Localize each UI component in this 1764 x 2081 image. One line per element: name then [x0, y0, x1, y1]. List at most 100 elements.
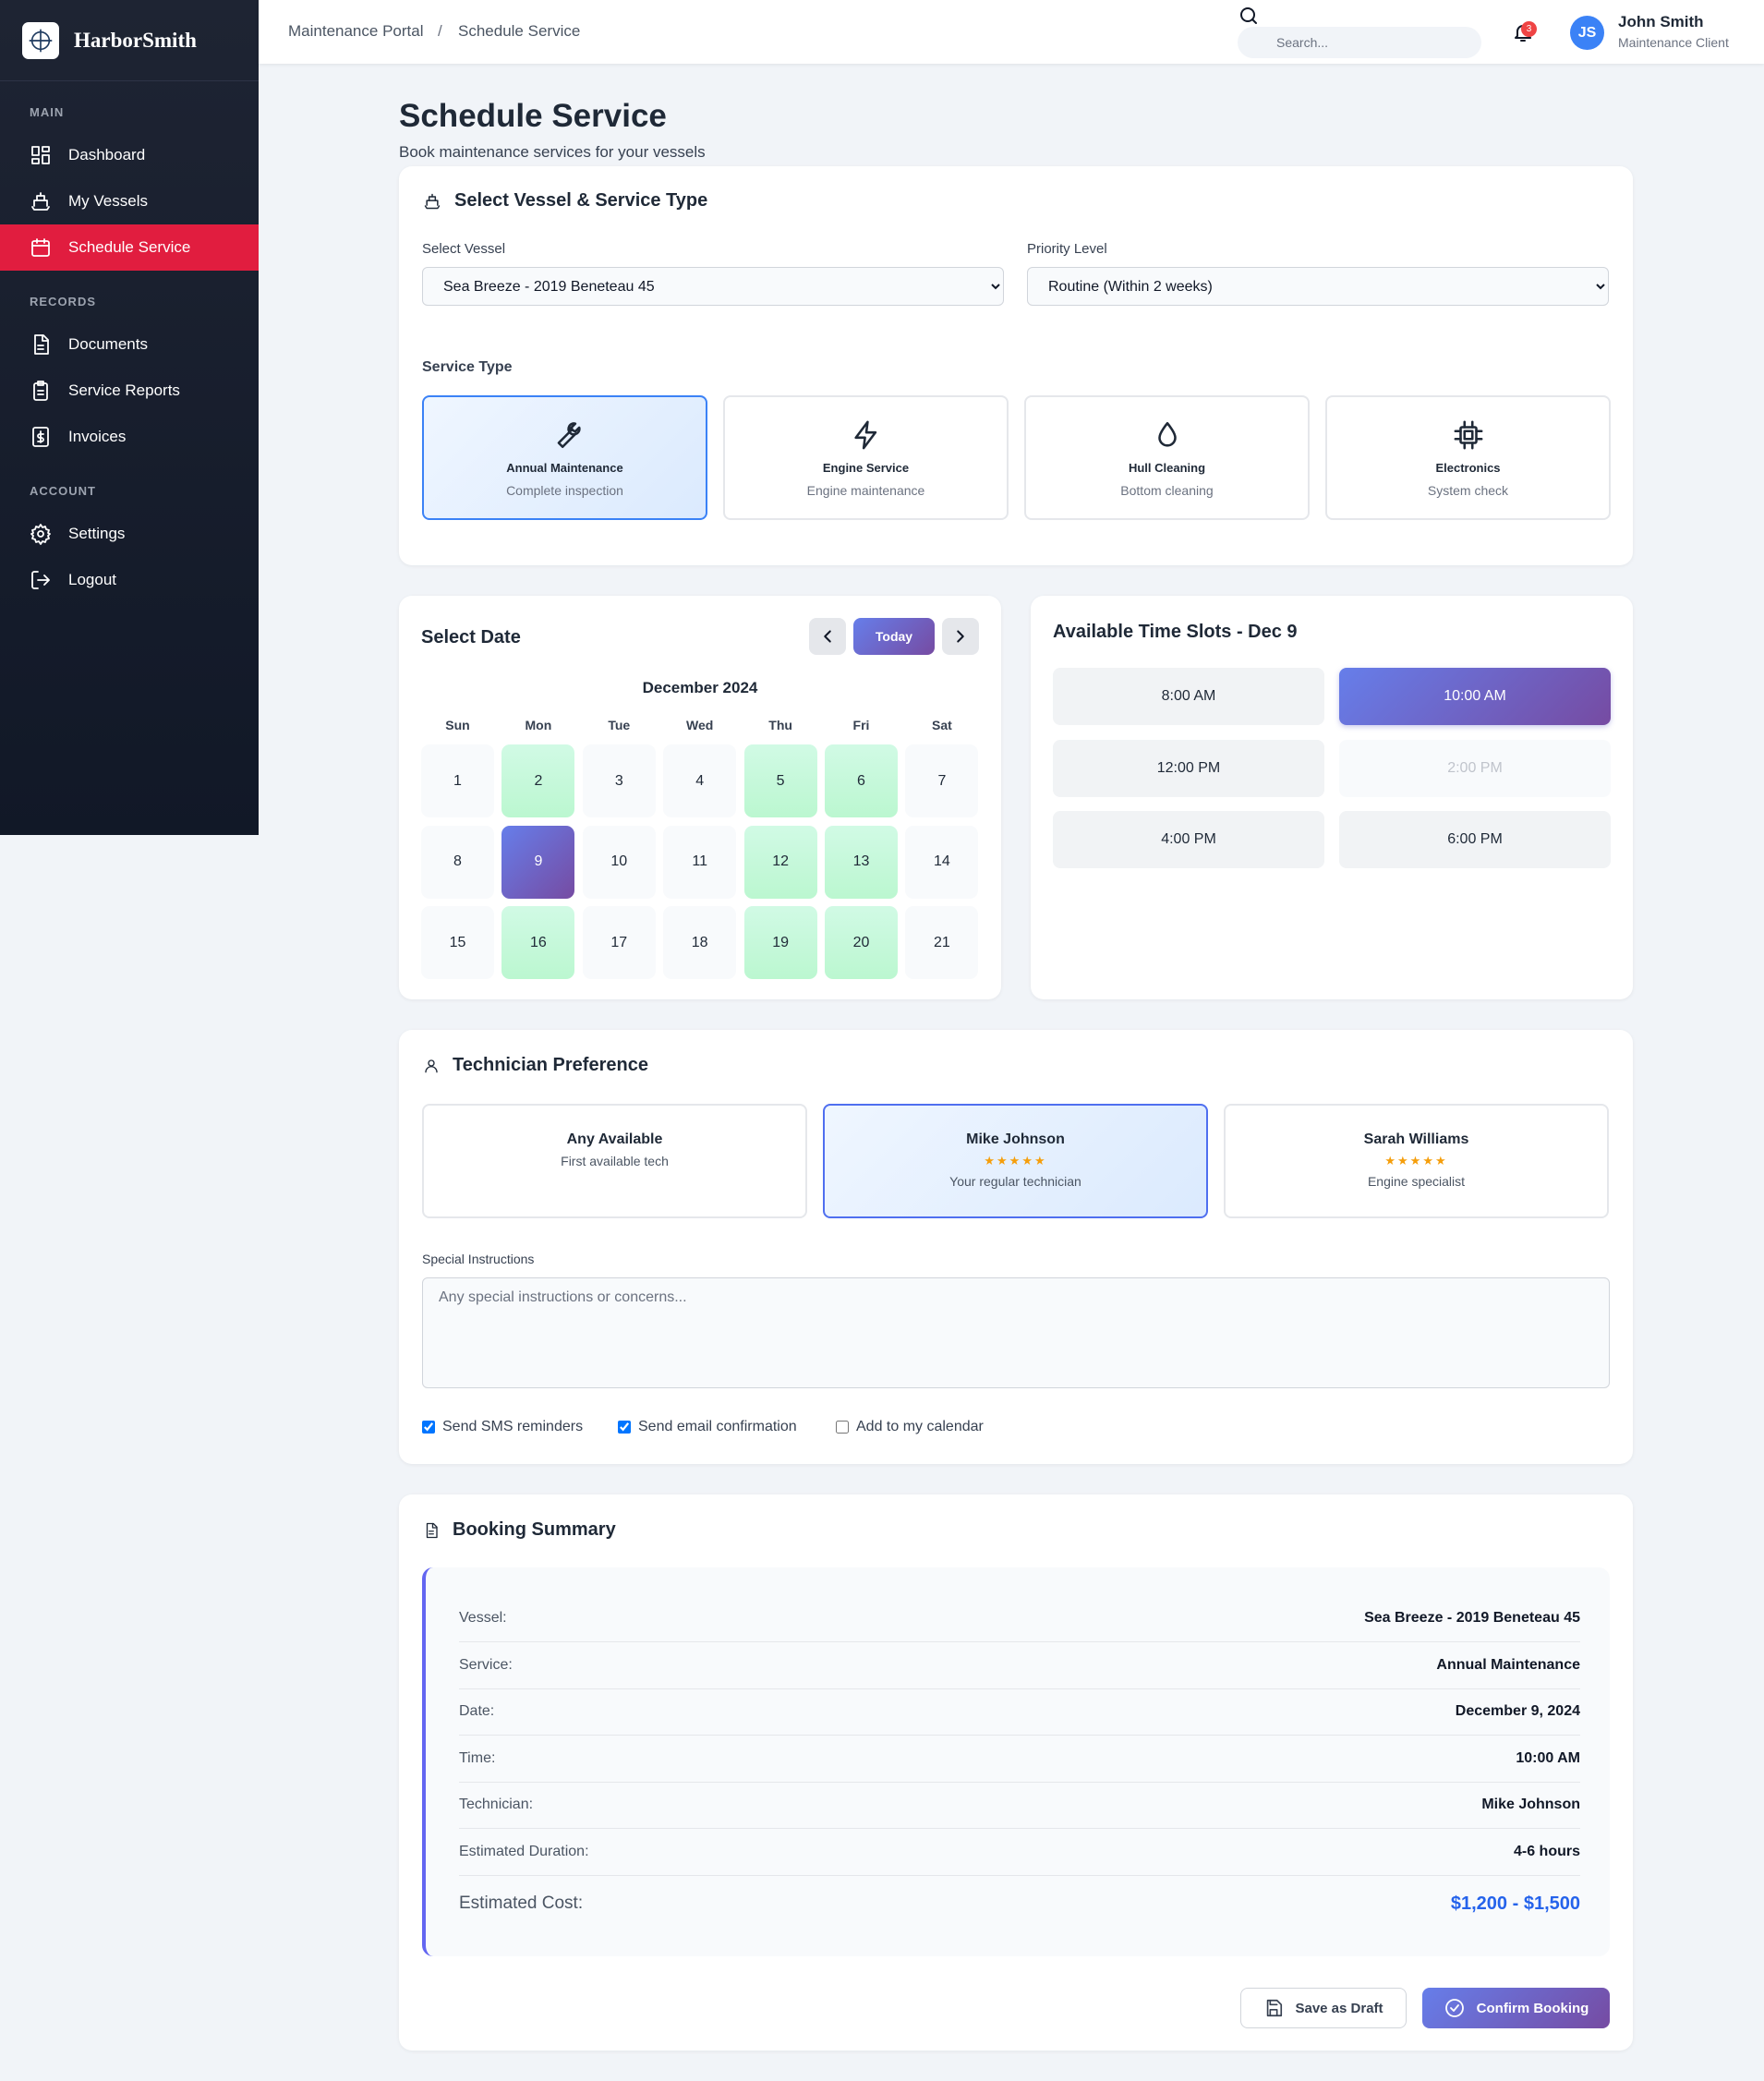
weekday-label: Sun — [445, 718, 470, 732]
nav-label: Logout — [68, 571, 116, 588]
prev-month-button[interactable] — [809, 618, 846, 655]
nav-item[interactable]: My Vessels — [0, 178, 259, 224]
service-name: Hull Cleaning — [1128, 461, 1206, 475]
search-icon — [1238, 5, 1260, 27]
checkbox[interactable] — [422, 1421, 435, 1434]
calendar-day[interactable]: 21 — [905, 906, 979, 979]
calendar-day[interactable]: 10 — [582, 825, 656, 899]
summary-label: Service: — [459, 1656, 513, 1673]
calendar-day[interactable]: 12 — [743, 825, 817, 899]
technician-name: Any Available — [566, 1131, 663, 1147]
card-title: Booking Summary — [423, 1519, 616, 1541]
weekday-label: Fri — [852, 718, 870, 732]
nav-item[interactable]: Invoices — [0, 414, 259, 460]
calendar-day[interactable]: 15 — [421, 906, 494, 979]
user-name: John Smith — [1618, 13, 1704, 30]
calendar-day[interactable]: 18 — [663, 906, 737, 979]
service-desc: Bottom cleaning — [1120, 483, 1214, 498]
checkbox-option[interactable]: Send SMS reminders — [422, 1419, 583, 1435]
calendar-day[interactable]: 17 — [582, 906, 656, 979]
calendar-day[interactable]: 11 — [663, 825, 737, 899]
weekday-label: Mon — [525, 718, 552, 732]
card-title-text: Technician Preference — [453, 1055, 648, 1075]
nav-item[interactable]: Documents — [0, 321, 259, 368]
technician-option[interactable]: Mike Johnson ★★★★★ Your regular technician — [823, 1104, 1208, 1218]
checkbox[interactable] — [618, 1421, 631, 1434]
checkbox-option[interactable]: Send email confirmation — [618, 1419, 797, 1435]
brand: HarborSmith — [0, 0, 259, 81]
summary-row: Service: Annual Maintenance — [459, 1642, 1580, 1689]
priority-select[interactable]: Routine (Within 2 weeks) — [1027, 267, 1609, 306]
button-label: Save as Draft — [1295, 2000, 1383, 2016]
summary-row: Vessel: Sea Breeze - 2019 Beneteau 45 — [459, 1595, 1580, 1642]
nav-label: Dashboard — [68, 146, 146, 163]
topbar: Maintenance Portal / Schedule Service Searc… — [259, 0, 1764, 64]
calendar-day[interactable]: 7 — [905, 744, 979, 817]
page-subtitle: Book maintenance services for your vesse… — [399, 143, 706, 161]
time-slot[interactable]: 10:00 AM — [1339, 668, 1611, 725]
nav-label: My Vessels — [68, 192, 148, 210]
service-desc: System check — [1427, 483, 1509, 498]
summary-total: Estimated Cost: $1,200 - $1,500 — [459, 1876, 1580, 1931]
calendar-day[interactable]: 14 — [905, 825, 979, 899]
user-avatar[interactable]: JS — [1570, 16, 1604, 50]
calendar-day[interactable]: 4 — [663, 744, 737, 817]
nav-item[interactable]: Service Reports — [0, 368, 259, 414]
vessel-select[interactable]: Sea Breeze - 2019 Beneteau 45 — [422, 267, 1004, 306]
nav-label: Service Reports — [68, 381, 180, 399]
service-option[interactable]: Hull Cleaning Bottom cleaning — [1024, 395, 1310, 520]
notification-badge: 3 — [1521, 21, 1537, 37]
time-slot[interactable]: 4:00 PM — [1053, 811, 1324, 868]
summary-row: Time: 10:00 AM — [459, 1736, 1580, 1783]
checkbox-label: Send SMS reminders — [442, 1419, 584, 1434]
calendar-day[interactable]: 19 — [743, 906, 817, 979]
calendar-day[interactable]: 6 — [825, 744, 898, 817]
calendar-day[interactable]: 9 — [501, 825, 575, 899]
time-slot[interactable]: 12:00 PM — [1053, 739, 1324, 797]
technician-card: Technician Preference Any Available First … — [399, 1030, 1633, 1464]
vessel-service-card: Select Vessel & Service Type Select Vesse… — [399, 166, 1633, 565]
search-input[interactable]: Search... — [1238, 27, 1481, 58]
card-title: Technician Preference — [423, 1055, 648, 1076]
calendar-day[interactable]: 3 — [582, 744, 656, 817]
calendar-day[interactable]: 1 — [421, 744, 494, 817]
confirm-booking-button[interactable]: Confirm Booking — [1422, 1988, 1610, 2028]
button-label: Confirm Booking — [1476, 2000, 1589, 2016]
service-option[interactable]: Engine Service Engine maintenance — [723, 395, 1009, 520]
technician-rating: ★★★★★ — [1384, 1154, 1448, 1168]
checkbox[interactable] — [836, 1421, 849, 1434]
service-name: Electronics — [1435, 461, 1501, 475]
technician-option[interactable]: Sarah Williams ★★★★★ Engine specialist — [1224, 1104, 1609, 1218]
calendar-day[interactable]: 13 — [825, 825, 898, 899]
time-slots-card: Available Time Slots - Dec 9 8:00 AM 10:00… — [1031, 596, 1633, 999]
nav-item[interactable]: Settings — [0, 511, 259, 557]
time-slot[interactable]: 8:00 AM — [1053, 668, 1324, 725]
calendar-day[interactable]: 20 — [825, 906, 898, 979]
weekday-label: Tue — [608, 718, 631, 732]
calendar-day[interactable]: 5 — [743, 744, 817, 817]
technician-name: Sarah Williams — [1363, 1131, 1469, 1147]
time-slot[interactable]: 6:00 PM — [1339, 811, 1611, 868]
save-draft-button[interactable]: Save as Draft — [1240, 1988, 1407, 2028]
nav-item[interactable]: Logout — [0, 557, 259, 603]
booking-summary-card: Booking Summary Vessel: Sea Breeze - 2019 … — [399, 1494, 1633, 2051]
service-desc: Engine maintenance — [806, 483, 925, 498]
weekday-label: Sat — [931, 718, 952, 732]
time-slot: 2:00 PM — [1339, 739, 1611, 797]
checkbox-option[interactable]: Add to my calendar — [836, 1419, 984, 1435]
calendar-day[interactable]: 8 — [421, 825, 494, 899]
nav-label: Settings — [68, 525, 126, 542]
instructions-textarea[interactable]: Any special instructions or concerns... — [422, 1277, 1610, 1388]
calendar-day[interactable]: 16 — [501, 906, 575, 979]
next-month-button[interactable] — [942, 618, 979, 655]
service-option[interactable]: Annual Maintenance Complete inspection — [422, 395, 707, 520]
weekday-label: Thu — [768, 718, 792, 732]
calendar-day[interactable]: 2 — [501, 744, 575, 817]
nav-item[interactable]: Schedule Service — [0, 224, 259, 271]
today-button[interactable]: Today — [853, 618, 935, 655]
nav-item[interactable]: Dashboard — [0, 132, 259, 178]
technician-option[interactable]: Any Available First available tech — [422, 1104, 807, 1218]
service-option[interactable]: Electronics System check — [1325, 395, 1611, 520]
summary-value: December 9, 2024 — [1455, 1703, 1580, 1720]
breadcrumb-link[interactable]: Maintenance Portal — [288, 22, 424, 40]
